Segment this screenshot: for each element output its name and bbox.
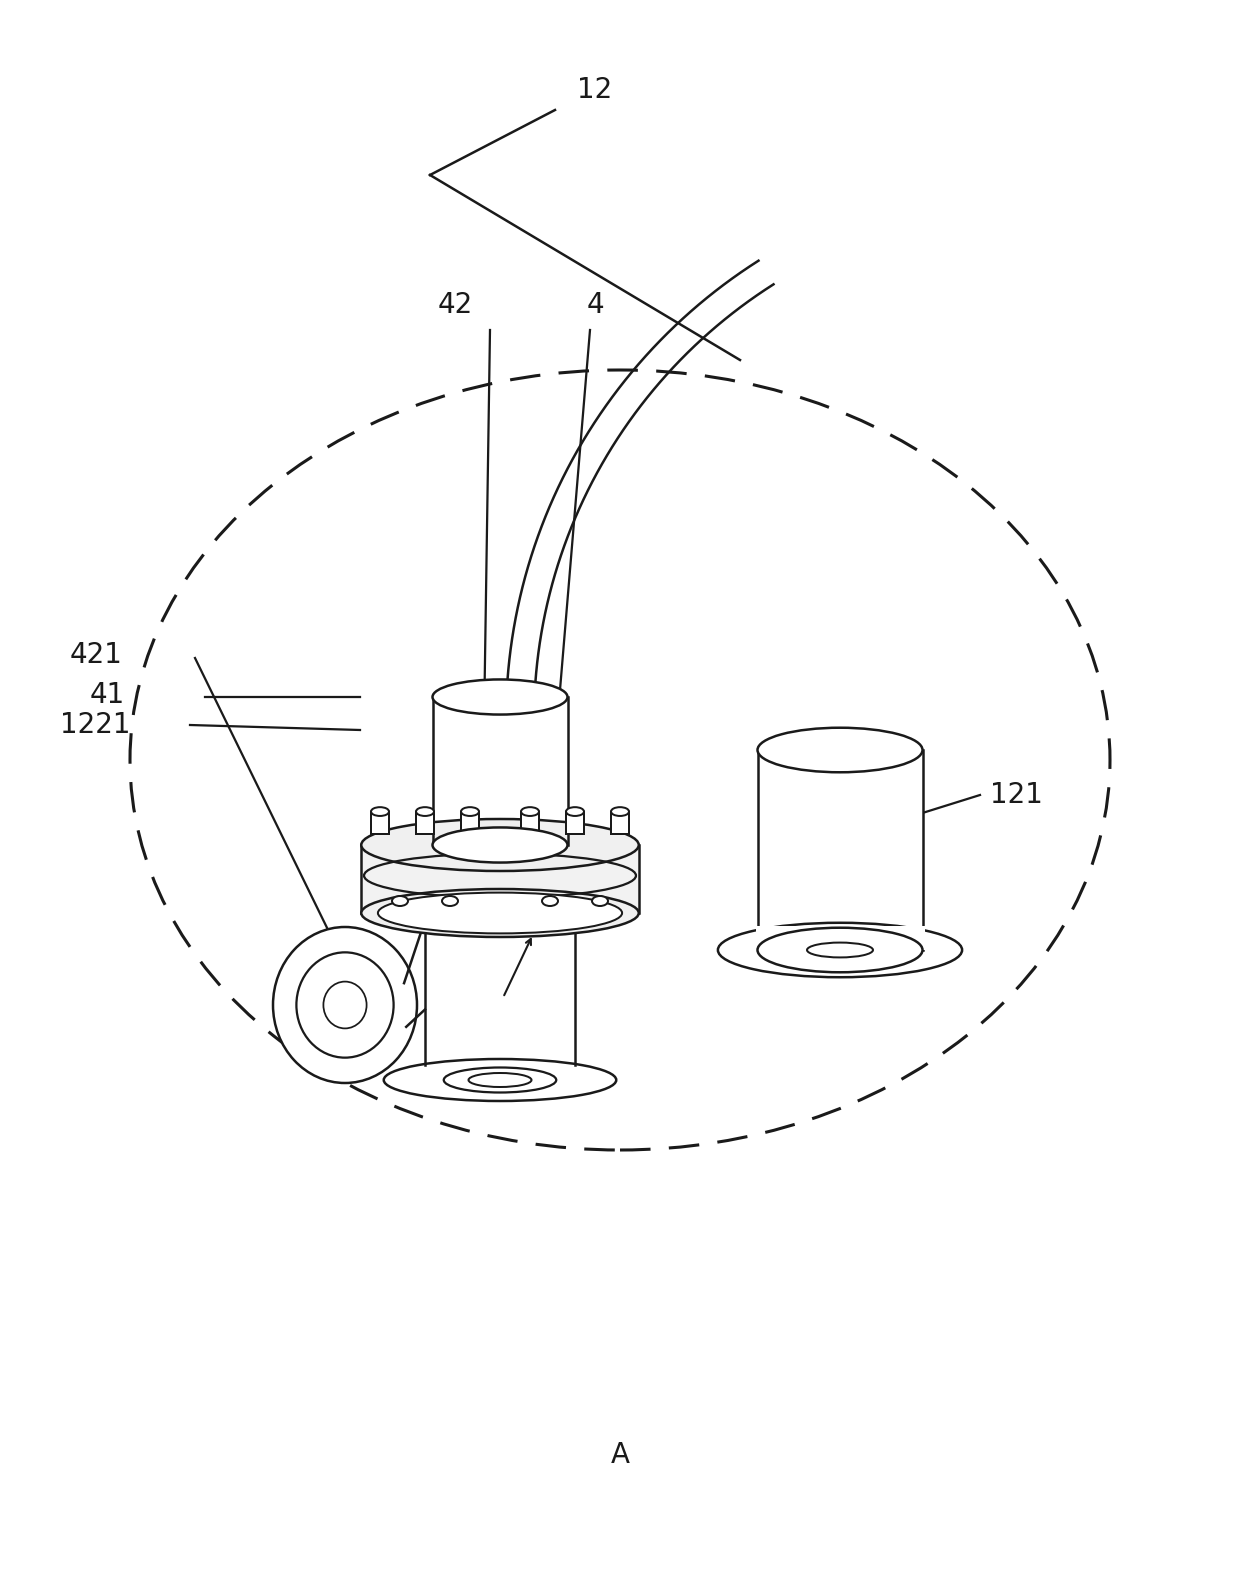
Text: 4: 4 [587,290,604,319]
Ellipse shape [361,889,639,937]
FancyBboxPatch shape [415,812,434,834]
Ellipse shape [273,926,417,1083]
Ellipse shape [378,893,622,934]
Ellipse shape [361,820,639,871]
Ellipse shape [444,1068,557,1093]
FancyBboxPatch shape [425,845,575,1080]
Ellipse shape [441,896,458,906]
FancyBboxPatch shape [755,926,925,950]
FancyBboxPatch shape [371,812,389,834]
FancyBboxPatch shape [611,812,629,834]
Text: 1221: 1221 [60,711,130,739]
Ellipse shape [758,928,923,972]
Ellipse shape [296,953,393,1058]
Ellipse shape [782,937,898,964]
Ellipse shape [433,827,568,862]
Ellipse shape [371,807,389,816]
Ellipse shape [565,807,584,816]
Ellipse shape [758,728,923,772]
Ellipse shape [591,896,608,906]
Text: 42: 42 [438,290,472,319]
FancyBboxPatch shape [521,812,539,834]
Text: 121: 121 [990,780,1043,809]
Text: 421: 421 [69,641,123,669]
FancyBboxPatch shape [758,750,923,950]
Ellipse shape [415,807,434,816]
Ellipse shape [718,923,962,977]
FancyBboxPatch shape [565,812,584,834]
Text: 41: 41 [91,681,125,710]
Text: 12: 12 [578,75,613,104]
Text: A: A [610,1441,630,1470]
FancyBboxPatch shape [361,845,639,914]
Ellipse shape [611,807,629,816]
Ellipse shape [542,896,558,906]
FancyBboxPatch shape [433,697,568,845]
FancyBboxPatch shape [461,812,479,834]
Ellipse shape [461,807,479,816]
Ellipse shape [433,680,568,714]
Ellipse shape [392,896,408,906]
Ellipse shape [383,1060,616,1101]
Ellipse shape [521,807,539,816]
